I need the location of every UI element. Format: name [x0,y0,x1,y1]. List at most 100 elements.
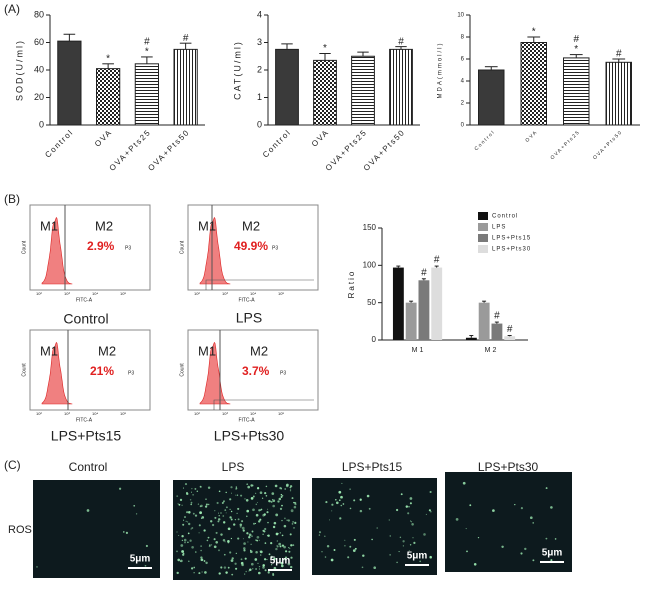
legend-swatch [478,245,488,253]
cell-dot [250,543,252,545]
cell-dot [258,565,261,568]
cell-dot [532,559,535,562]
cell-dot [246,515,248,518]
legend-label: LPS+Pts30 [492,247,531,253]
bar [563,57,590,126]
y-tick-label: 4 [257,9,262,19]
cell-dot [388,519,390,521]
cell-dot [352,549,356,552]
cell-dot [362,554,365,557]
cell-dot [280,496,283,498]
x-tick-label: 10² [194,291,200,296]
y-tick-label: 2 [461,101,465,107]
y-tick-label: 50 [367,298,376,307]
bar [605,61,632,126]
cell-dot [243,542,246,545]
cell-dot [289,533,292,536]
cell-dot [250,497,254,500]
bar [392,267,404,340]
cell-dot [254,492,257,495]
panel-title: LPS+Pts30 [214,428,285,444]
cell-dot [118,487,122,490]
error-bar [357,51,369,57]
cell-dot [532,522,534,524]
cell-dot [376,527,378,529]
significance-mark: # [494,311,500,322]
cell-dot [183,538,187,542]
significance-mark: # [421,267,427,278]
image-title: LPS [222,460,245,474]
cell-dot [371,538,373,541]
significance-mark: * [106,53,110,64]
cell-dot [252,508,255,512]
y-tick-label: 0 [257,119,262,129]
scale-bar-label: 5μm [542,548,563,559]
cell-dot [208,545,211,548]
panel-label: (A) [4,2,20,16]
cell-dot [373,566,377,569]
cell-dot [285,550,288,553]
panel-title: LPS [236,310,262,326]
cell-dot [200,549,202,552]
cell-dot [340,504,343,507]
cell-dot [190,503,193,506]
x-tick-label: Control [474,129,497,152]
cell-dot [347,556,350,559]
x-tick-label: 10⁴ [250,291,256,296]
gate-label: M1 [40,343,58,358]
cell-dot [281,519,283,522]
bar [431,267,443,340]
cell-dot [254,522,257,525]
cell-dot [284,488,287,490]
cell-dot [335,499,337,501]
x-tick-label: 10⁴ [92,291,98,296]
cell-dot [135,513,138,515]
gate-label: M1 [198,343,216,358]
cell-dot [225,491,227,494]
cell-dot [289,547,291,550]
cell-dot [267,508,269,510]
y-axis-label: CAT(U/ml) [232,40,242,100]
cell-dot [261,497,264,499]
cell-dot [208,503,210,506]
cell-dot [222,521,226,524]
cell-dot [410,521,413,523]
cell-dot [290,544,293,547]
cell-dot [245,499,249,502]
cell-dot [229,508,231,511]
cell-dot [235,494,237,496]
percentage: 21% [90,364,114,378]
cell-dot [198,524,201,527]
percentage: 3.7% [242,364,270,378]
cell-dot [227,566,230,569]
cell-dot [182,523,185,526]
y-tick-label: 150 [363,223,377,232]
cell-dot [225,506,228,509]
cell-dot [389,554,391,556]
cell-dot [412,537,414,539]
cell-dot [289,486,291,489]
cell-dot [280,493,283,496]
y-tick-label: 10 [457,13,464,19]
cell-dot [182,553,185,556]
x-tick-label: 10⁵ [278,291,284,296]
cell-dot [324,556,327,558]
cell-dot [359,509,363,513]
cell-dot [333,549,336,551]
cell-dot [262,566,265,569]
y-axis-label: MDA(mmol/l) [438,42,444,99]
y-tick-label: 1 [257,92,262,102]
cell-dot [230,537,233,540]
micrograph [312,478,437,575]
y-tick-label: 4 [461,79,465,85]
cell-dot [244,498,246,500]
cell-dot [214,510,216,512]
cell-dot [227,527,231,531]
cell-dot [550,506,553,509]
cell-dot [196,490,199,492]
cell-dot [205,561,208,565]
cell-dot [176,550,178,553]
cell-dot [292,520,295,523]
cell-dot [231,557,234,560]
cell-dot [281,495,284,497]
